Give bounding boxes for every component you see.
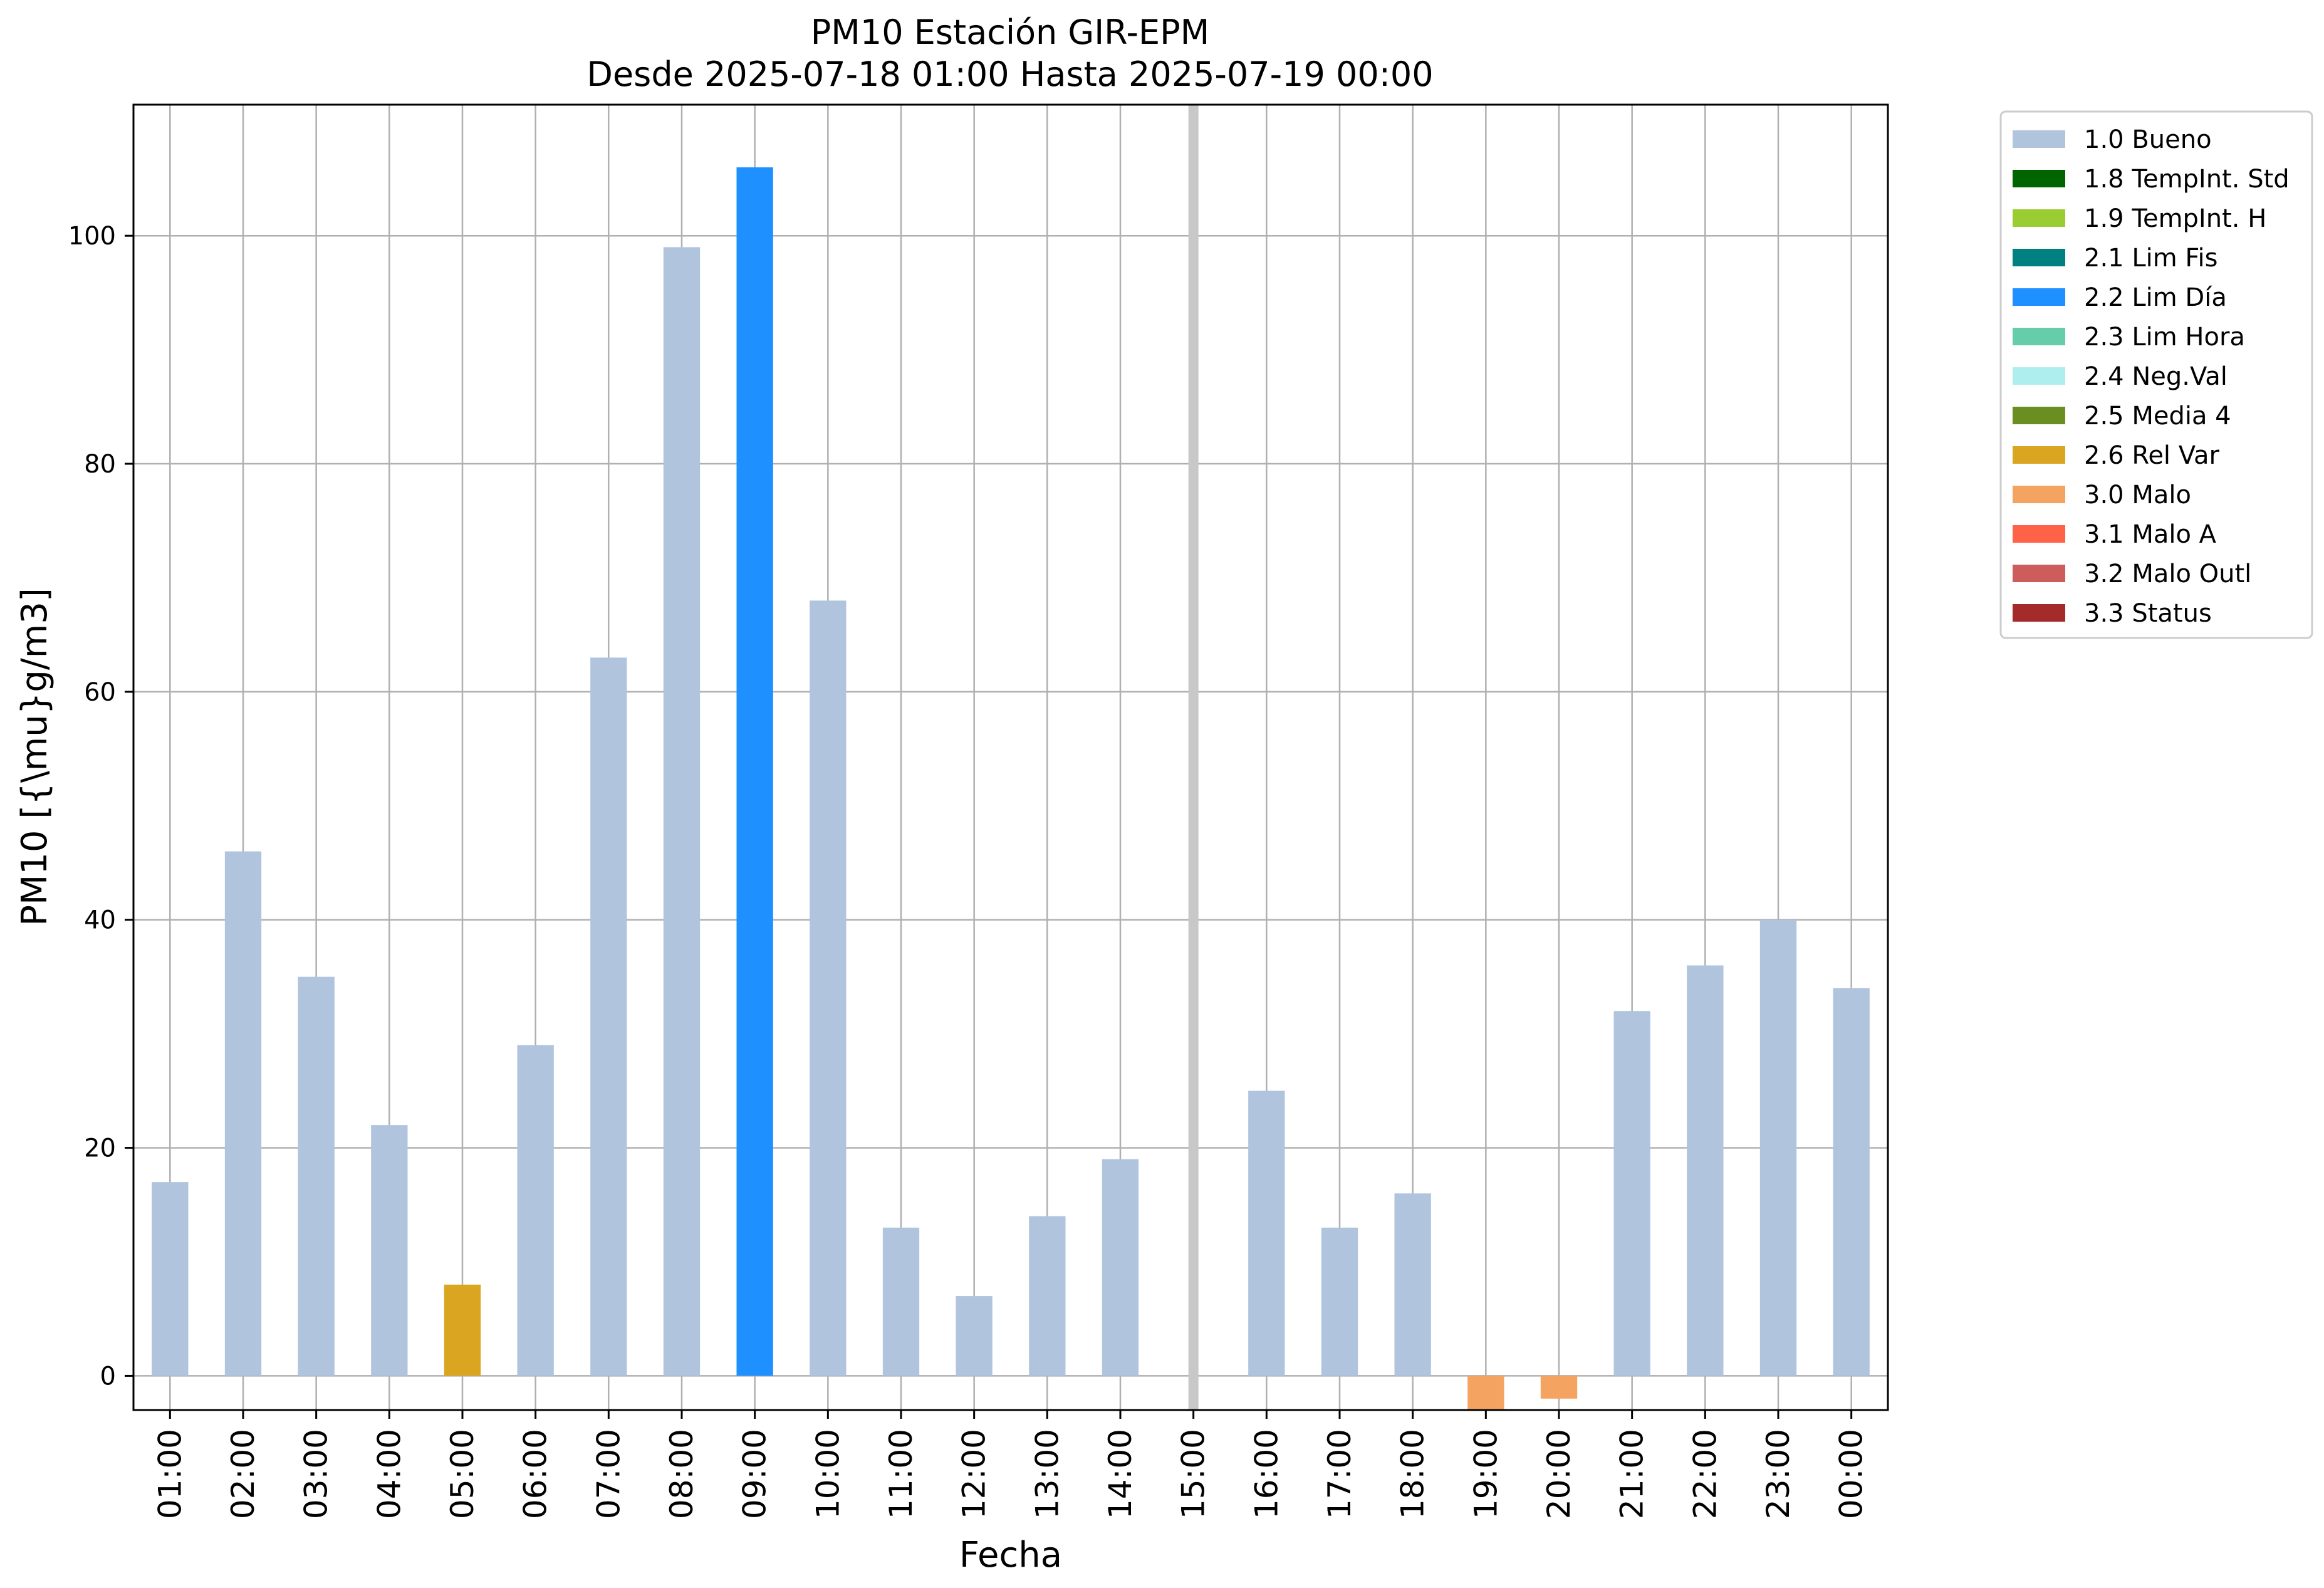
bar <box>882 1227 920 1376</box>
legend-label: 3.0 Malo <box>2084 481 2191 509</box>
legend-label: 2.4 Neg.Val <box>2084 362 2228 391</box>
x-tick-label: 18:00 <box>1395 1429 1431 1519</box>
bar <box>517 1045 554 1376</box>
bar <box>1687 965 1724 1376</box>
y-tick-label: 40 <box>84 906 116 935</box>
bar <box>663 247 701 1376</box>
legend-label: 1.9 TempInt. H <box>2084 204 2266 233</box>
legend-swatch <box>2013 446 2065 464</box>
legend-swatch <box>2013 367 2065 385</box>
bar <box>371 1125 408 1376</box>
bar <box>444 1284 481 1376</box>
bar <box>1321 1227 1358 1376</box>
legend-label: 3.2 Malo Outl <box>2084 560 2251 588</box>
y-tick-label: 0 <box>100 1362 116 1391</box>
legend-label: 3.3 Status <box>2084 599 2212 628</box>
bar <box>1540 1376 1578 1399</box>
x-tick-label: 04:00 <box>371 1429 407 1519</box>
legend-swatch <box>2013 249 2065 266</box>
x-tick-label: 16:00 <box>1248 1429 1284 1519</box>
x-tick-label: 10:00 <box>810 1429 846 1519</box>
plot-frame <box>132 103 1889 1411</box>
x-tick-label: 17:00 <box>1321 1429 1358 1519</box>
y-tick-label: 20 <box>84 1134 116 1163</box>
y-tick-label: 60 <box>84 678 116 707</box>
bar <box>1029 1216 1066 1376</box>
x-tick-label: 19:00 <box>1467 1429 1504 1519</box>
legend-swatch <box>2013 525 2065 543</box>
bar <box>298 976 335 1376</box>
y-axis-ticks: 0 20 40 60 80 100 <box>68 222 133 1391</box>
legend-swatch <box>2013 288 2065 306</box>
bar <box>810 600 847 1376</box>
x-tick-label: 12:00 <box>956 1429 993 1519</box>
legend-frame <box>1999 110 2313 639</box>
x-tick-label: 15:00 <box>1175 1429 1212 1519</box>
x-tick-label: 07:00 <box>590 1429 627 1519</box>
x-axis-ticks: 01:00 02:00 03:00 04:00 05:00 06:00 07:00 08:00… <box>152 1410 1870 1519</box>
legend-label: 2.5 Media 4 <box>2084 402 2231 431</box>
legend-swatch <box>2013 209 2065 227</box>
legend-label: 2.2 Lim Día <box>2084 283 2227 312</box>
bar <box>1613 1011 1650 1376</box>
legend-swatch <box>2013 328 2065 345</box>
legend-swatch <box>2013 170 2065 187</box>
x-tick-label: 00:00 <box>1833 1429 1870 1519</box>
bar <box>956 1296 993 1376</box>
chart-title: PM10 Estación GIR-EPM <box>811 13 1210 52</box>
bar <box>152 1182 189 1376</box>
bar <box>1102 1159 1139 1376</box>
legend-label: 2.3 Lim Hora <box>2084 323 2245 352</box>
bar <box>224 851 262 1376</box>
legend-swatch <box>2013 130 2065 148</box>
x-axis-label: Fecha <box>959 1535 1062 1575</box>
legend-swatch <box>2013 486 2065 503</box>
legend-swatch <box>2013 565 2065 582</box>
legend-label: 3.1 Malo A <box>2084 520 2217 549</box>
x-tick-label: 11:00 <box>883 1429 919 1519</box>
legend-label: 2.6 Rel Var <box>2084 441 2220 470</box>
y-tick-label: 100 <box>68 222 116 251</box>
bar <box>1248 1090 1285 1376</box>
x-tick-label: 23:00 <box>1760 1429 1796 1519</box>
x-tick-label: 14:00 <box>1102 1429 1139 1519</box>
y-axis-label: PM10 [{\mu}g/m3] <box>14 588 55 926</box>
bar <box>590 657 627 1376</box>
missing-data-marker <box>1188 105 1199 1410</box>
x-tick-label: 06:00 <box>518 1429 554 1519</box>
x-tick-label: 05:00 <box>444 1429 481 1519</box>
x-tick-label: 20:00 <box>1541 1429 1577 1519</box>
x-tick-label: 02:00 <box>225 1429 261 1519</box>
bar <box>1394 1193 1431 1376</box>
legend-swatch <box>2013 407 2065 424</box>
legend-label: 1.8 TempInt. Std <box>2084 165 2290 194</box>
bar <box>1759 919 1797 1376</box>
chart-subtitle: Desde 2025-07-18 01:00 Hasta 2025-07-19 … <box>586 55 1433 94</box>
bar <box>1833 988 1870 1376</box>
x-tick-label: 22:00 <box>1687 1429 1723 1519</box>
x-tick-label: 09:00 <box>737 1429 773 1519</box>
y-tick-label: 80 <box>84 450 116 479</box>
bars-group <box>152 105 1870 1410</box>
x-tick-label: 01:00 <box>152 1429 188 1519</box>
x-tick-label: 03:00 <box>298 1429 335 1519</box>
x-tick-label: 08:00 <box>664 1429 700 1519</box>
legend-label: 1.0 Bueno <box>2084 125 2212 154</box>
x-tick-label: 13:00 <box>1029 1429 1065 1519</box>
legend: 1.0 Bueno 1.8 TempInt. Std 1.9 TempInt. H 2… <box>1999 110 2313 639</box>
legend-swatch <box>2013 604 2065 622</box>
x-tick-label: 21:00 <box>1614 1429 1650 1519</box>
bar <box>1467 1376 1504 1410</box>
legend-label: 2.1 Lim Fis <box>2084 244 2217 273</box>
bar <box>736 167 773 1376</box>
